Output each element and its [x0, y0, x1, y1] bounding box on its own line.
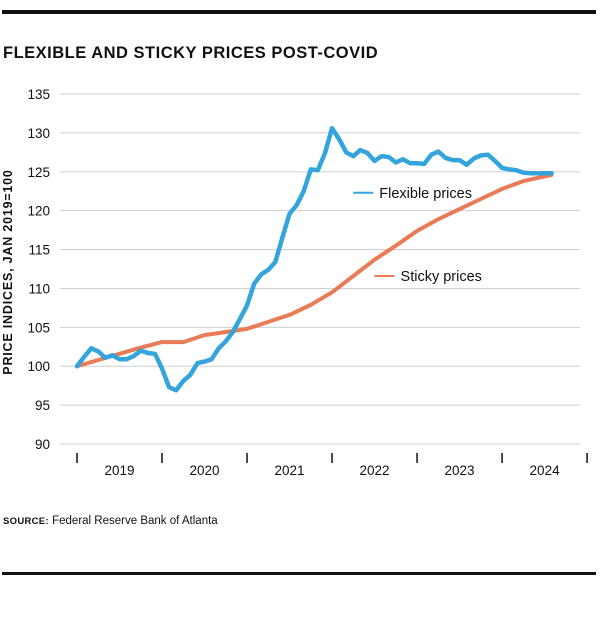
top-rule — [2, 10, 596, 14]
bottom-rule — [2, 572, 596, 575]
y-tick-label: 95 — [35, 398, 50, 413]
flexible-prices-line — [74, 125, 554, 393]
grid-lines — [60, 93, 580, 445]
y-axis-ticks: 90 95 100 105 110 115 120 125 130 135 — [27, 87, 50, 452]
y-tick-label: 120 — [27, 204, 50, 219]
line-chart: 90 95 100 105 110 115 120 125 130 135 2019 2020 202… — [1, 87, 588, 478]
x-tick-label: 2024 — [530, 463, 561, 478]
sticky-prices-label: Sticky prices — [401, 269, 482, 285]
series-lines — [74, 125, 554, 393]
y-tick-label: 115 — [28, 243, 50, 258]
sticky-prices-line — [75, 172, 554, 369]
y-tick-label: 90 — [35, 437, 50, 452]
flexible-prices-label: Flexible prices — [379, 186, 472, 202]
y-tick-label: 130 — [27, 126, 50, 141]
y-tick-label: 105 — [27, 320, 50, 335]
y-tick-label: 125 — [27, 165, 50, 180]
x-tick-label: 2020 — [189, 463, 219, 478]
y-tick-label: 135 — [27, 87, 50, 102]
y-tick-label: 110 — [28, 281, 50, 296]
chart-title: FLEXIBLE AND STICKY PRICES POST-COVID — [3, 44, 379, 62]
y-tick-label: 100 — [27, 359, 50, 374]
x-tick-label: 2019 — [104, 463, 134, 478]
y-axis-label: PRICE INDICES, JAN 2019=100 — [1, 169, 15, 374]
source-note: SOURCE: Federal Reserve Bank of Atlanta — [3, 515, 218, 527]
x-axis-ticks: 2019 2020 2021 2022 2023 2024 — [76, 453, 588, 478]
source-label: SOURCE: — [3, 516, 49, 527]
x-tick-label: 2021 — [275, 463, 305, 478]
x-tick-label: 2023 — [445, 463, 475, 478]
source-text: Federal Reserve Bank of Atlanta — [48, 515, 218, 527]
x-tick-label: 2022 — [360, 463, 390, 478]
series-labels: Flexible prices Sticky prices — [353, 186, 482, 285]
